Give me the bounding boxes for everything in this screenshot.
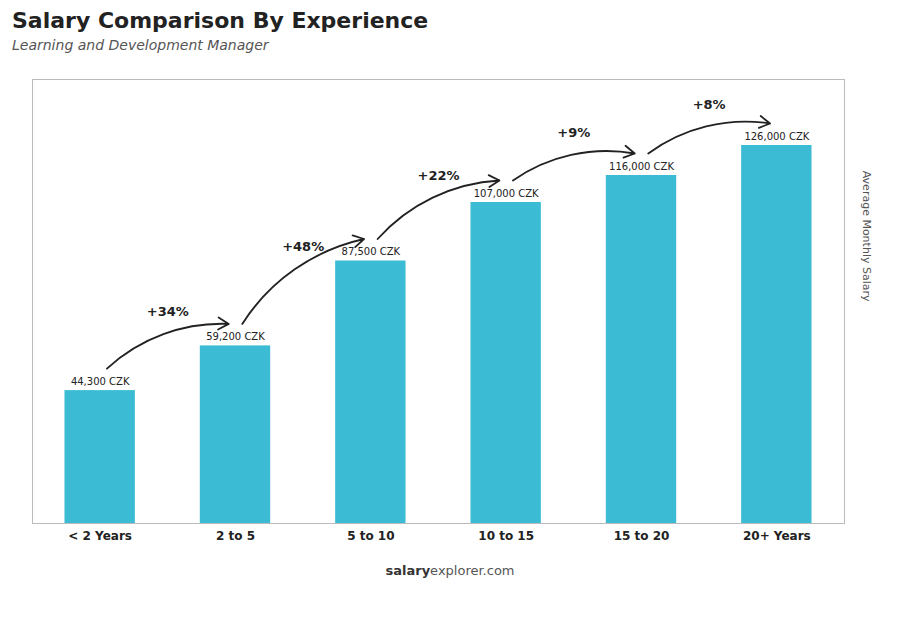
svg-text:+9%: +9% [557, 125, 590, 140]
svg-text:2 to 5: 2 to 5 [216, 529, 255, 543]
svg-text:15 to 20: 15 to 20 [614, 529, 670, 543]
svg-text:116,000 CZK: 116,000 CZK [609, 161, 674, 172]
svg-text:87,500 CZK: 87,500 CZK [342, 246, 401, 257]
svg-text:Average Monthly Salary: Average Monthly Salary [860, 171, 873, 302]
svg-text:59,200 CZK: 59,200 CZK [206, 331, 265, 342]
svg-text:+34%: +34% [147, 304, 189, 319]
html-text:Learning and Development Manag: Learning and Development Manager [12, 37, 269, 53]
svg-text:44,300 CZK: 44,300 CZK [71, 376, 130, 387]
svg-text:< 2 Years: < 2 Years [68, 529, 132, 543]
svg-text:5 to 10: 5 to 10 [347, 529, 394, 543]
svg-text:20+ Years: 20+ Years [743, 529, 811, 543]
svg-text:+22%: +22% [417, 168, 459, 183]
svg-text:107,000 CZK: 107,000 CZK [474, 188, 539, 199]
svg-text:10 to 15: 10 to 15 [478, 529, 534, 543]
svg-text:126,000 CZK: 126,000 CZK [744, 131, 809, 142]
svg-text:+8%: +8% [693, 97, 726, 112]
svg-text:+48%: +48% [282, 239, 324, 254]
html-text:salary explorer.com: salary explorer.com [385, 563, 515, 578]
html-text:Salary Comparison By Experienc: Salary Comparison By Experience [12, 8, 429, 33]
